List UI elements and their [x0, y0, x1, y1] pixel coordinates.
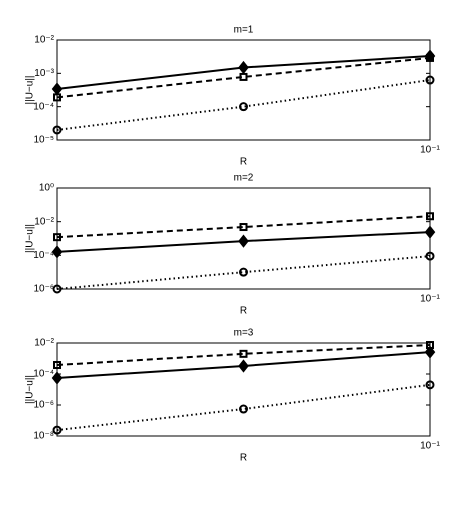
marker-diamond [424, 345, 436, 359]
y-tick-label: 10⁻⁶ [33, 284, 54, 295]
series-line [56, 215, 431, 239]
marker-circle [52, 284, 62, 294]
marker-diamond [424, 225, 436, 239]
y-tick-label: 10⁻⁸ [33, 431, 54, 442]
marker-diamond [51, 82, 63, 96]
series-line [56, 383, 431, 432]
y-tick-label: 10⁻² [34, 338, 54, 349]
marker-diamond [238, 359, 249, 373]
x-tick-label: 10⁻¹ [420, 145, 440, 156]
axes-frame [56, 342, 431, 437]
series-line [56, 56, 431, 99]
subplot-title: m=1 [234, 25, 254, 36]
y-tick-label: 10⁻⁶ [33, 400, 54, 411]
subplot-title: m=3 [234, 328, 254, 339]
marker-diamond [238, 60, 249, 75]
series-line [56, 255, 431, 290]
series-line [56, 344, 431, 367]
x-axis-label: R [240, 306, 247, 317]
marker-circle [52, 425, 62, 435]
y-tick-label: 10⁻² [34, 216, 54, 227]
y-axis-label: ||U−u|| [25, 375, 36, 404]
marker-circle [239, 267, 248, 277]
marker-square [239, 349, 248, 358]
x-axis-label: R [240, 157, 247, 168]
marker-circle [425, 75, 435, 85]
x-axis-label: R [240, 453, 247, 464]
marker-circle [52, 125, 62, 135]
marker-circle [239, 404, 248, 414]
marker-square [53, 93, 61, 102]
marker-square [426, 212, 434, 221]
marker-square [53, 233, 61, 242]
marker-square [53, 361, 61, 370]
y-tick-label: 10⁰ [39, 183, 54, 194]
subplot-title: m=2 [234, 173, 254, 184]
marker-square [239, 223, 248, 232]
y-tick-label: 10⁻⁵ [33, 135, 54, 146]
marker-circle [425, 380, 435, 390]
marker-diamond [51, 371, 63, 385]
y-tick-label: 10⁻⁴ [33, 369, 54, 380]
x-tick-label: 10⁻¹ [420, 441, 440, 452]
marker-square [239, 72, 248, 81]
series-line [56, 79, 431, 131]
y-axis-label: ||U−u|| [25, 224, 36, 253]
marker-square [426, 53, 434, 62]
axes-frame [56, 39, 431, 141]
marker-diamond [51, 245, 63, 259]
y-tick-label: 10⁻⁴ [33, 250, 54, 261]
y-axis-label: ||U−u|| [25, 75, 36, 104]
y-tick-label: 10⁻² [34, 35, 54, 46]
marker-diamond [238, 234, 249, 248]
x-tick-label: 10⁻¹ [420, 294, 440, 305]
marker-circle [239, 102, 248, 112]
y-tick-label: 10⁻⁴ [33, 101, 54, 112]
y-tick-label: 10⁻³ [34, 68, 54, 79]
marker-circle [425, 251, 435, 261]
